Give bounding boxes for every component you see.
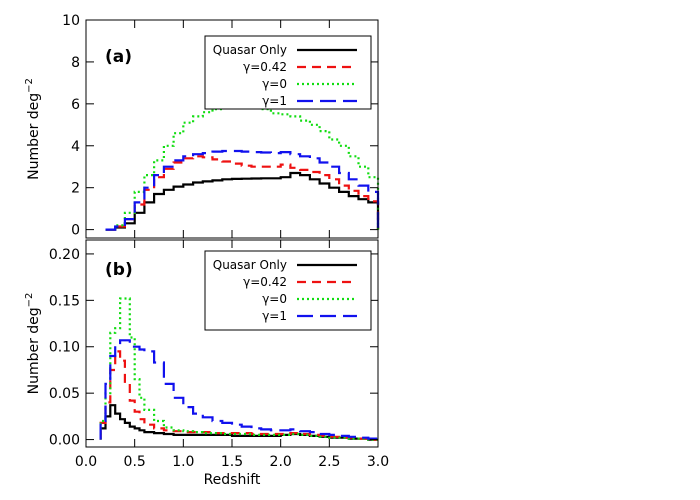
panel-a-ylabel: Number deg−2 [24,78,42,180]
panel-a-series [105,103,380,231]
y-tick-label: 0.15 [49,293,80,309]
panel-b: 0.00 0.05 0.10 0.15 0.20 0.0 0.5 1.0 1.5 2.0 2.5 3.… [24,239,389,488]
y-tick-label: 8 [71,55,80,71]
legend-label: γ=0 [262,292,287,306]
series-line-1 [105,171,380,231]
x-tick-label: 3.0 [367,454,389,470]
y-tick-label: 4 [71,139,80,155]
panel-a-ylabel-exponent: −2 [24,78,35,93]
series-line-2 [105,155,380,231]
panel-a-label: (a) [105,47,132,67]
y-tick-label: 0.05 [49,386,80,402]
y-tick-label: 0.10 [49,340,80,356]
x-tick-label: 0.0 [75,454,97,470]
panel-a: 0 2 4 6 8 10 (a) Number deg−2 Quasar Only γ=0.… [24,13,380,239]
x-tick-label: 1.0 [172,454,194,470]
panel-b-legend-entries: Quasar Only γ=0.42 γ=0 γ=1 [213,258,357,323]
y-tick-label: 0 [71,223,80,239]
panel-b-label: (b) [105,260,133,280]
panel-a-legend: Quasar Only γ=0.42 γ=0 γ=1 [204,35,372,110]
panel-b-ylabel-text: Number deg [26,307,42,394]
panel-a-legend-box [204,35,372,110]
legend-label: γ=0.42 [243,60,287,74]
panel-b-xlabel: Redshift [204,472,261,488]
x-tick-label: 0.5 [124,454,146,470]
x-tick-label: 2.0 [270,454,292,470]
panel-a-ylabel-text: Number deg [26,93,42,180]
y-tick-label: 0.20 [49,247,80,263]
y-tick-label: 0.00 [49,433,80,449]
legend-label: Quasar Only [213,43,287,57]
x-tick-label: 2.5 [318,454,340,470]
y-tick-label: 10 [62,13,80,29]
legend-label: γ=1 [262,94,287,108]
x-tick-label: 1.5 [221,454,243,470]
legend-label: Quasar Only [213,258,287,272]
panel-b-ylabel: Number deg−2 [24,293,42,395]
legend-label: γ=1 [262,309,287,323]
panel-b-ylabel-exponent: −2 [24,293,35,308]
y-tick-label: 6 [71,97,80,113]
legend-label: γ=0 [262,77,287,91]
panel-b-ticks: 0.00 0.05 0.10 0.15 0.20 0.0 0.5 1.0 1.5 2.0 2.5 3.… [49,240,389,470]
panel-b-legend: Quasar Only γ=0.42 γ=0 γ=1 [204,250,372,331]
series-line-3 [99,297,378,441]
y-tick-label: 2 [71,181,80,197]
panel-a-ticks: 0 2 4 6 8 10 [62,13,379,239]
series-line-4 [105,149,380,231]
panel-a-legend-entries: Quasar Only γ=0.42 γ=0 γ=1 [213,43,357,108]
legend-label: γ=0.42 [243,275,287,289]
series-line-2 [99,350,378,441]
panel-b-series [99,297,380,441]
series-line-4 [99,339,380,440]
